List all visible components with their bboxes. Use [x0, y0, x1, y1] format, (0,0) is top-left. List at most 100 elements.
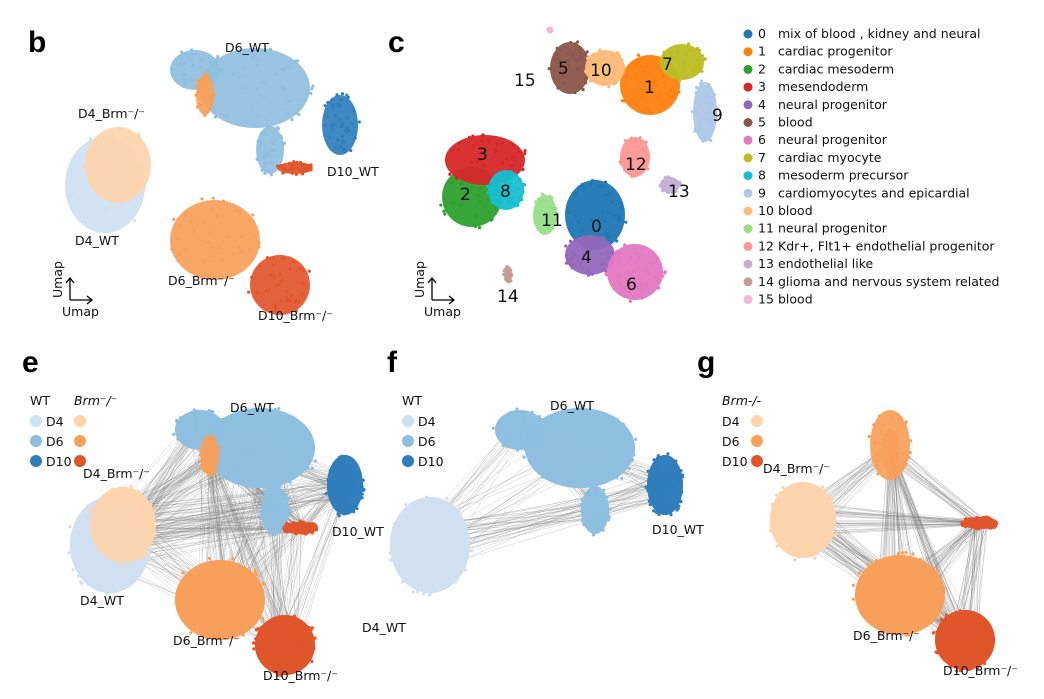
- label-d10-wt: D10_WT: [652, 522, 704, 537]
- legend-id: 7: [758, 150, 766, 165]
- paga-edge: [893, 449, 956, 638]
- f-wt-cluster: [388, 495, 474, 596]
- cluster-number-label: 11: [541, 211, 563, 231]
- legend-dot: [743, 47, 753, 57]
- legend-dot: [743, 259, 753, 269]
- legend-day: D6: [722, 434, 740, 449]
- cluster-8: [485, 170, 527, 210]
- legend-header-brm: Brm-/-: [722, 393, 762, 408]
- label-d6-brm: D6_Brm⁻/⁻: [173, 633, 240, 648]
- legend-dot-brm: [74, 435, 86, 447]
- paga-edge: [951, 522, 990, 628]
- legend-name: neural progenitor: [778, 132, 888, 147]
- legend-id: 9: [758, 185, 766, 200]
- paga-edge: [288, 485, 338, 635]
- paga-edge: [206, 449, 293, 649]
- legend-dot: [743, 64, 753, 74]
- paga-edge: [445, 501, 598, 568]
- legend-id: 2: [758, 61, 766, 76]
- label-d4-brm: D4_Brm⁻/⁻: [83, 466, 150, 481]
- paga-edge: [888, 455, 965, 634]
- f-wt-cluster: [645, 454, 685, 517]
- legend-id: 12: [758, 238, 774, 253]
- paga-edge: [891, 458, 974, 523]
- paga-edge: [886, 455, 958, 627]
- legend-header-wt: WT: [30, 393, 50, 408]
- b-wt-cluster: [255, 124, 286, 177]
- g-brm-cluster: [855, 550, 945, 637]
- legend-day: D4: [722, 414, 740, 429]
- legend-dot: [743, 188, 753, 198]
- paga-edge: [890, 445, 963, 629]
- legend-id: 5: [758, 115, 766, 130]
- cluster-number-label: 2: [460, 185, 471, 205]
- cluster-0: [565, 179, 628, 250]
- paga-edge: [446, 490, 674, 532]
- legend-name: mix of blood , kidney and neural: [778, 26, 981, 41]
- cluster-14: [502, 265, 514, 284]
- cluster-9: [690, 79, 719, 144]
- g-brm-cluster: [867, 410, 913, 480]
- paga-edge: [294, 492, 347, 643]
- legend-dot: [743, 277, 753, 287]
- cluster-number-label: 6: [626, 275, 637, 295]
- e-wt-cluster: [199, 406, 318, 490]
- paga-edge: [446, 437, 531, 526]
- legend-id: 3: [758, 79, 766, 94]
- b-brm-cluster: [247, 255, 311, 315]
- paga-edge: [126, 499, 346, 507]
- e-brm-cluster: [251, 614, 317, 675]
- paga-edge: [126, 483, 349, 520]
- legend-name: Kdr+, Flt1+ endothelial progenitor: [778, 238, 995, 253]
- paga-edge: [813, 522, 973, 526]
- legend-id: 4: [758, 97, 766, 112]
- paga-edge: [438, 496, 671, 568]
- legend-name: glioma and nervous system related: [778, 274, 999, 289]
- legend-dot-brm: [751, 435, 763, 447]
- legend-day: D4: [418, 414, 436, 429]
- paga-edge: [889, 450, 960, 639]
- legend-id: 8: [758, 168, 766, 183]
- paga-edge: [123, 490, 346, 519]
- paga-edge: [125, 483, 339, 544]
- panel-label-f: f: [387, 346, 398, 379]
- cluster-15: [546, 26, 554, 34]
- paga-edge: [891, 458, 981, 525]
- legend-id: 10: [758, 203, 774, 218]
- legend-dot: [743, 153, 753, 163]
- legend-dot: [743, 241, 753, 251]
- legend-day: D6: [418, 434, 436, 449]
- paga-edge: [134, 490, 345, 544]
- legend-dot: [743, 295, 753, 304]
- x-axis-label: Umap: [62, 304, 99, 319]
- legend-dot: [743, 206, 753, 216]
- paga-edge: [130, 481, 352, 511]
- paga-edge: [213, 453, 284, 639]
- legend-name: endothelial like: [778, 256, 874, 271]
- legend-header-wt: WT: [402, 393, 422, 408]
- cluster-number-label: 15: [514, 71, 536, 91]
- b-brm-cluster: [194, 72, 216, 117]
- paga-edge: [952, 522, 976, 628]
- paga-edge: [887, 450, 961, 634]
- cluster-10: [583, 48, 625, 89]
- paga-edge: [807, 519, 988, 522]
- paga-edge: [889, 455, 970, 634]
- legend-name: cardiomyocytes and epicardial: [778, 185, 970, 200]
- paga-edge: [432, 498, 666, 546]
- b-wt-cluster: [322, 92, 361, 155]
- paga-edge: [443, 482, 663, 553]
- label-d4-brm: D4_Brm⁻/⁻: [763, 461, 830, 476]
- e-brm-cluster: [175, 556, 265, 640]
- legend-dot-wt: [30, 455, 42, 467]
- legend-header-brm: Brm⁻/⁻: [74, 393, 117, 408]
- cluster-4: [564, 235, 615, 277]
- paga-edge: [813, 512, 984, 521]
- legend-day: D4: [46, 414, 64, 429]
- legend-name: mesoderm precursor: [778, 168, 909, 183]
- paga-edge: [129, 480, 349, 526]
- cluster-number-label: 14: [497, 287, 519, 307]
- umap-axes-icon: [65, 276, 94, 305]
- paga-edge: [135, 509, 271, 530]
- paga-edge: [136, 508, 276, 532]
